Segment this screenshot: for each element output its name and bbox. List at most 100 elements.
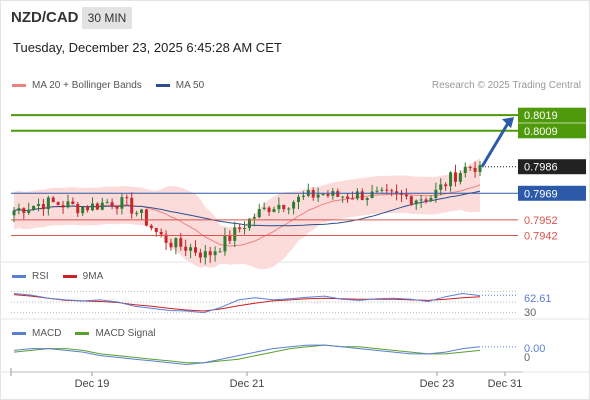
candle [71, 197, 75, 205]
macd-zero-label: 0 [524, 352, 530, 364]
candle [385, 183, 389, 195]
candle-body [375, 190, 379, 192]
candle [409, 195, 413, 206]
timeframe-badge[interactable]: 30 MIN [82, 7, 132, 29]
candle-body [213, 251, 217, 256]
candle [105, 199, 109, 204]
ma20-swatch-icon [12, 84, 26, 87]
candle-body [365, 198, 369, 201]
ma50-swatch-icon [155, 84, 170, 87]
price-legend: MA 20 + Bollinger Bands MA 50 [12, 80, 218, 91]
candle-body [22, 208, 26, 214]
candle [169, 238, 173, 251]
candle [125, 194, 129, 206]
candle-body [105, 202, 109, 204]
candle-body [17, 208, 21, 211]
macd-signal-swatch-icon [75, 332, 90, 335]
legend-macd-signal-label: MACD Signal [95, 328, 156, 339]
candle [414, 199, 418, 210]
candle [198, 248, 202, 263]
legend-rsi-ma: 9MA [62, 271, 104, 282]
candle [130, 192, 134, 219]
candle [346, 192, 350, 203]
datetime-label: Tuesday, December 23, 2025 6:45:28 AM CE… [13, 40, 282, 55]
candle [203, 245, 207, 265]
candle-body [439, 184, 443, 190]
candle [316, 187, 320, 202]
candle [390, 188, 394, 197]
candle [277, 197, 281, 214]
candle [213, 246, 217, 262]
candle-body [193, 247, 197, 253]
candle [478, 161, 482, 177]
candle-body [90, 203, 94, 211]
candle [306, 183, 310, 198]
macd-line [13, 344, 481, 366]
candle-body [184, 246, 188, 251]
candle-body [409, 196, 413, 205]
candle-body [179, 238, 183, 247]
candle-body [380, 189, 384, 191]
candle-body [223, 235, 227, 252]
chart-header: NZD/CAD 30 MIN Tuesday, December 23, 202… [0, 0, 590, 80]
candle [439, 178, 443, 196]
candle-body [120, 197, 124, 209]
legend-rsi-ma-label: 9MA [82, 271, 104, 282]
legend-rsi: RSI [12, 271, 49, 282]
candle-body [169, 242, 173, 248]
candle-body [100, 202, 104, 210]
candle [164, 230, 168, 250]
target-level-tag [518, 107, 586, 123]
candle-body [110, 202, 114, 206]
candle-body [301, 195, 305, 197]
candle [22, 207, 26, 220]
candle [463, 162, 467, 178]
candle-body [458, 173, 462, 182]
candle [228, 230, 232, 244]
candle-body [41, 204, 45, 210]
candle-body [95, 203, 99, 210]
candle-body [434, 189, 438, 198]
candle-body [272, 209, 276, 213]
candle-body [316, 194, 320, 198]
candle [81, 206, 85, 216]
pivot-level-label: 0.7969 [524, 188, 558, 200]
legend-ma20: MA 20 + Bollinger Bands [12, 80, 142, 91]
macd-value-label: 0.00 [524, 343, 545, 355]
candle-body [449, 172, 453, 187]
candle-body [51, 197, 55, 203]
rsi-ma-line [13, 294, 481, 312]
candle-body [159, 231, 163, 235]
candle [27, 202, 31, 216]
candle [419, 194, 423, 208]
candle [41, 198, 45, 216]
candle-body [419, 199, 423, 201]
support-level-label: 0.7952 [524, 215, 558, 227]
candle-body [267, 207, 271, 213]
candle-body [355, 191, 359, 199]
credit-label: Research © 2025 Trading Central [431, 80, 581, 91]
candle-body [468, 166, 472, 168]
candle-body [385, 189, 389, 191]
candle-body [174, 238, 178, 248]
candle-body [61, 205, 65, 208]
x-tick-label: Dec 31 [488, 378, 523, 390]
candle-body [252, 217, 256, 219]
candle-body [208, 251, 212, 256]
candle [355, 188, 359, 201]
candle [37, 198, 41, 212]
candle [341, 196, 345, 203]
candle [326, 190, 330, 198]
candle [90, 197, 94, 212]
candle [238, 223, 242, 233]
candle-body [243, 228, 247, 230]
legend-rsi-label: RSI [32, 271, 49, 282]
candle [311, 187, 315, 201]
candle-body [228, 235, 232, 241]
candle-body [297, 196, 301, 203]
candle-body [341, 196, 345, 198]
candle [453, 164, 457, 187]
bollinger-band [14, 158, 480, 270]
candle-body [282, 204, 286, 210]
